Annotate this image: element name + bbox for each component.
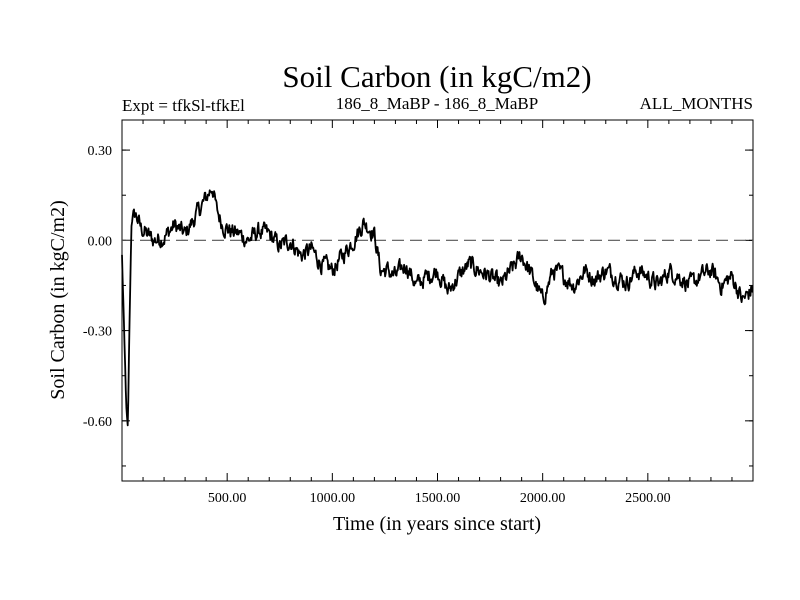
x-tick-label: 2000.00 <box>520 491 566 506</box>
y-tick-label: 0.00 <box>88 234 113 249</box>
series-line <box>121 189 754 427</box>
plot-frame <box>121 119 754 482</box>
y-tick-label: 0.30 <box>88 144 113 159</box>
y-tick-label: -0.30 <box>83 325 112 340</box>
x-axis: 500.00 1000.00 1500.00 2000.00 2500.00 <box>142 120 733 506</box>
expt-label: Expt = tfkSl-tfkEl <box>122 96 245 115</box>
x-tick-label: 1500.00 <box>415 491 461 506</box>
x-tick-label: 1000.00 <box>310 491 356 506</box>
x-tick-label: 500.00 <box>208 491 247 506</box>
y-axis-label: Soil Carbon (in kgC/m2) <box>47 200 69 399</box>
y-tick-label: -0.60 <box>83 415 112 430</box>
chart-title: Soil Carbon (in kgC/m2) <box>282 59 591 94</box>
chart-subtitle: 186_8_MaBP - 186_8_MaBP <box>336 94 538 113</box>
y-axis: 0.30 0.00 -0.30 -0.60 <box>83 144 753 467</box>
x-axis-label: Time (in years since start) <box>333 513 541 535</box>
months-label: ALL_MONTHS <box>640 94 753 113</box>
x-tick-label: 2500.00 <box>625 491 671 506</box>
